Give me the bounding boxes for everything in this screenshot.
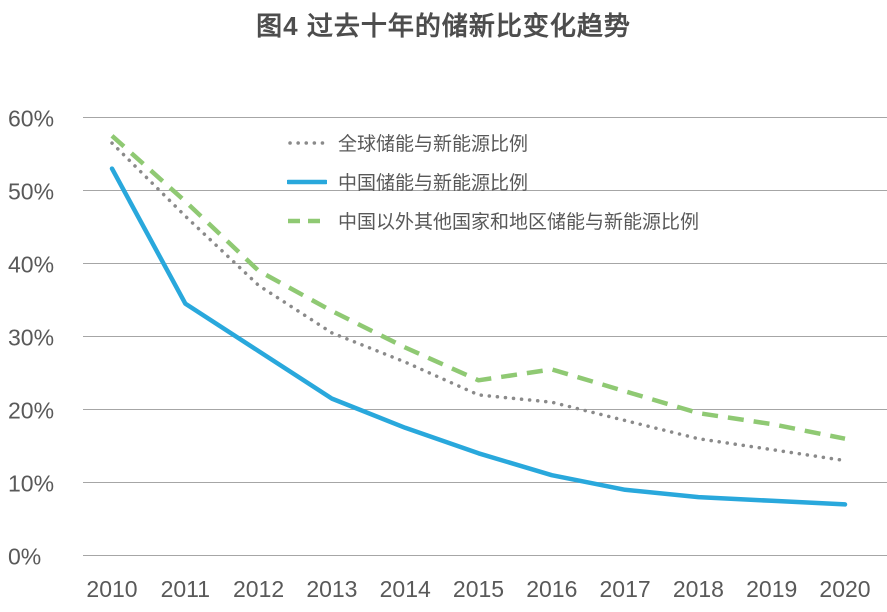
y-axis-tick-label: 10% bbox=[8, 471, 54, 497]
x-axis-tick-label: 2016 bbox=[526, 576, 577, 602]
dotted-line-icon bbox=[288, 140, 327, 145]
dashed-line-icon bbox=[288, 218, 326, 223]
x-axis-tick-label: 2014 bbox=[380, 576, 431, 602]
series-line-0 bbox=[110, 141, 847, 463]
legend-item-china: 中国储能与新能源比例 bbox=[287, 162, 699, 201]
y-axis-tick-label: 40% bbox=[8, 252, 54, 278]
legend-item-global: 全球储能与新能源比例 bbox=[287, 123, 699, 162]
x-axis-tick-label: 2010 bbox=[86, 576, 137, 602]
x-axis-tick-label: 2013 bbox=[306, 576, 357, 602]
x-axis-tick-label: 2012 bbox=[233, 576, 284, 602]
x-axis-tick-label: 2015 bbox=[453, 576, 504, 602]
y-axis-tick-label: 20% bbox=[8, 398, 54, 424]
chart-title: 图4 过去十年的储新比变化趋势 bbox=[256, 11, 631, 41]
legend-label-china: 中国储能与新能源比例 bbox=[338, 173, 529, 194]
y-axis-tick-label: 50% bbox=[8, 179, 54, 205]
y-axis-tick-label: 0% bbox=[8, 544, 41, 570]
legend-label-ex-china: 中国以外其他国家和地区储能与新能源比例 bbox=[338, 212, 700, 233]
series-line-1 bbox=[109, 166, 848, 507]
x-axis-tick-label: 2020 bbox=[819, 576, 870, 602]
series-line-2 bbox=[110, 134, 846, 441]
x-axis-tick-label: 2019 bbox=[746, 576, 797, 602]
solid-line-icon bbox=[287, 179, 327, 184]
chart-legend: 全球储能与新能源比例 中国储能与新能源比例 中国以外其他国家和地区储能与新能源比… bbox=[287, 123, 699, 240]
y-axis-tick-label: 60% bbox=[8, 106, 54, 132]
x-axis-tick-label: 2018 bbox=[673, 576, 724, 602]
legend-item-ex-china: 中国以外其他国家和地区储能与新能源比例 bbox=[287, 201, 699, 240]
legend-label-global: 全球储能与新能源比例 bbox=[338, 134, 529, 155]
x-axis-tick-label: 2017 bbox=[600, 576, 651, 602]
x-axis-tick-label: 2011 bbox=[161, 576, 210, 602]
y-axis-tick-label: 30% bbox=[8, 325, 54, 351]
